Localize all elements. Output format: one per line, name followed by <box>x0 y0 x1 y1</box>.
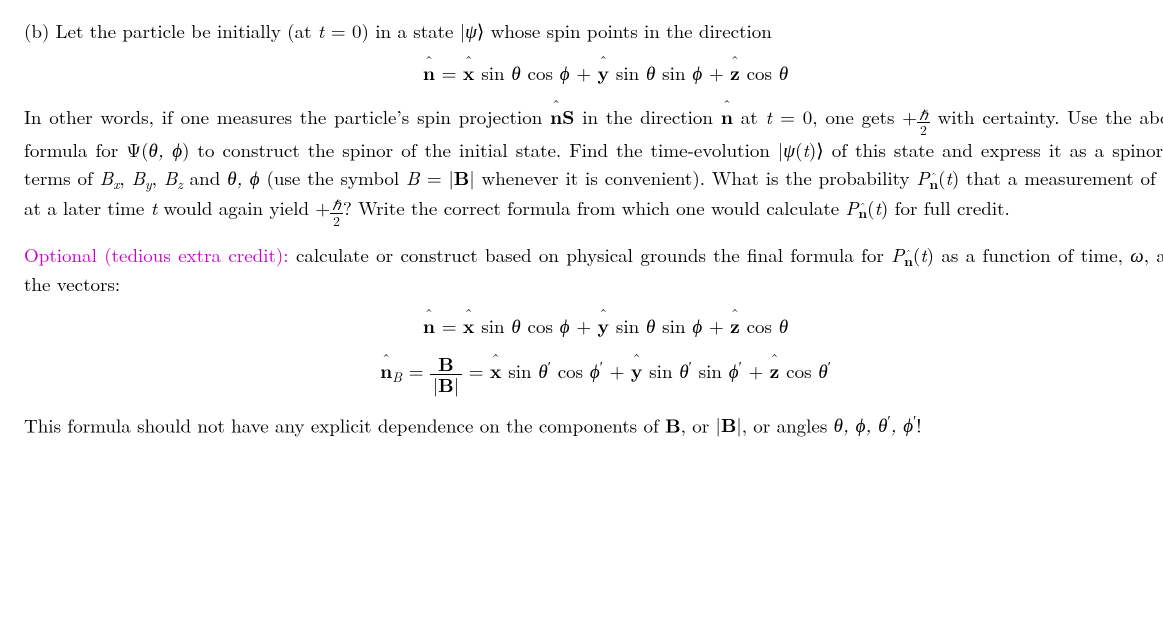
math-Pnhat-3: Pˆn(t) <box>891 241 934 268</box>
part-b-marker: (b) <box>24 17 49 44</box>
equation-n-hat-def: ˆn = ˆx sin θ cos ϕ + ˆy sin θ sin ϕ + ˆ… <box>24 59 1163 87</box>
equation-nB-hat: ˆnB = B|B| = ˆx sin θ′ cos ϕ′ + ˆy sin θ… <box>24 354 1163 395</box>
para-b-text-3: whose spin points in the direction <box>484 17 772 44</box>
p2-f: to construct the spinor of the initial s… <box>189 136 778 163</box>
math-ket-psi: |ψ⟩ <box>460 17 485 44</box>
math-Pnhat-1: Pˆn(t) <box>916 164 959 191</box>
p2-o: for full credit. <box>888 194 1010 221</box>
math-B-eq-absB: B = |B| <box>406 164 475 191</box>
math-Bx: Bx <box>100 164 120 191</box>
math-nhat-1: ˆn <box>721 103 733 130</box>
p2-d: , one gets <box>812 103 902 130</box>
para-b-text-2: ) in a state <box>362 17 460 44</box>
math-angles: θ, ϕ, θ′, ϕ′ <box>834 411 917 438</box>
math-By: By <box>132 164 152 191</box>
math-omega: ω <box>1130 241 1143 268</box>
math-plus-hbar-2-a: +ℏ2 <box>902 103 929 130</box>
equation-nhat-repeat: ˆn = ˆx sin θ cos ϕ + ˆy sin θ sin ϕ + ˆ… <box>24 312 1163 340</box>
p2-m: would again yield <box>157 194 315 221</box>
math-theta-phi: θ, ϕ <box>227 164 259 191</box>
p2-a: In other words, if one measures the part… <box>24 103 550 130</box>
p2-b: in the direction <box>574 103 720 130</box>
math-ket-psi-t: |ψ(t)⟩ <box>778 136 824 163</box>
opt-tail: calculate or construct based on physical… <box>289 241 892 268</box>
math-nS-1: ˆnS <box>550 103 574 130</box>
math-plus-hbar-2-b: +ℏ2 <box>315 194 342 221</box>
para-optional: Optional (tedious extra credit): calcula… <box>24 242 1163 298</box>
math-B-bold: B <box>665 410 681 438</box>
math-absB: |B| <box>716 411 742 438</box>
p2-k: that a measurement of <box>959 164 1162 191</box>
para-main: In other words, if one measures the part… <box>24 103 1163 228</box>
p3-b: , or <box>681 411 716 438</box>
math-Pnhat-2: Pˆn(t) <box>846 194 889 221</box>
p3-c: , or angles <box>742 411 834 438</box>
p3-a: This formula should not have any explici… <box>24 411 665 438</box>
para-b-intro: (b) Let the particle be initially (at t … <box>24 18 1163 45</box>
math-Bz: Bz <box>164 164 183 191</box>
p2-l: at a later time <box>24 194 151 221</box>
p2-c: at <box>733 103 766 130</box>
p2-h: and <box>183 164 227 191</box>
optional-label: Optional (tedious extra credit): <box>24 241 289 268</box>
opt-tail2: as a function of time, <box>934 241 1130 268</box>
p2-i: (use the symbol <box>260 164 407 191</box>
p3-d: ! <box>916 411 921 438</box>
math-t-eq-0-b: t = 0 <box>766 103 813 130</box>
math-t-eq-0: t = 0 <box>318 17 362 44</box>
math-Psi: Ψ(θ, ϕ) <box>126 136 189 163</box>
p2-n: ? Write the correct formula from which o… <box>343 194 846 221</box>
p2-j: whenever it is convenient). What is the … <box>475 164 917 191</box>
para-final: This formula should not have any explici… <box>24 411 1163 439</box>
para-b-text-1: Let the particle be initially (at <box>49 17 317 44</box>
